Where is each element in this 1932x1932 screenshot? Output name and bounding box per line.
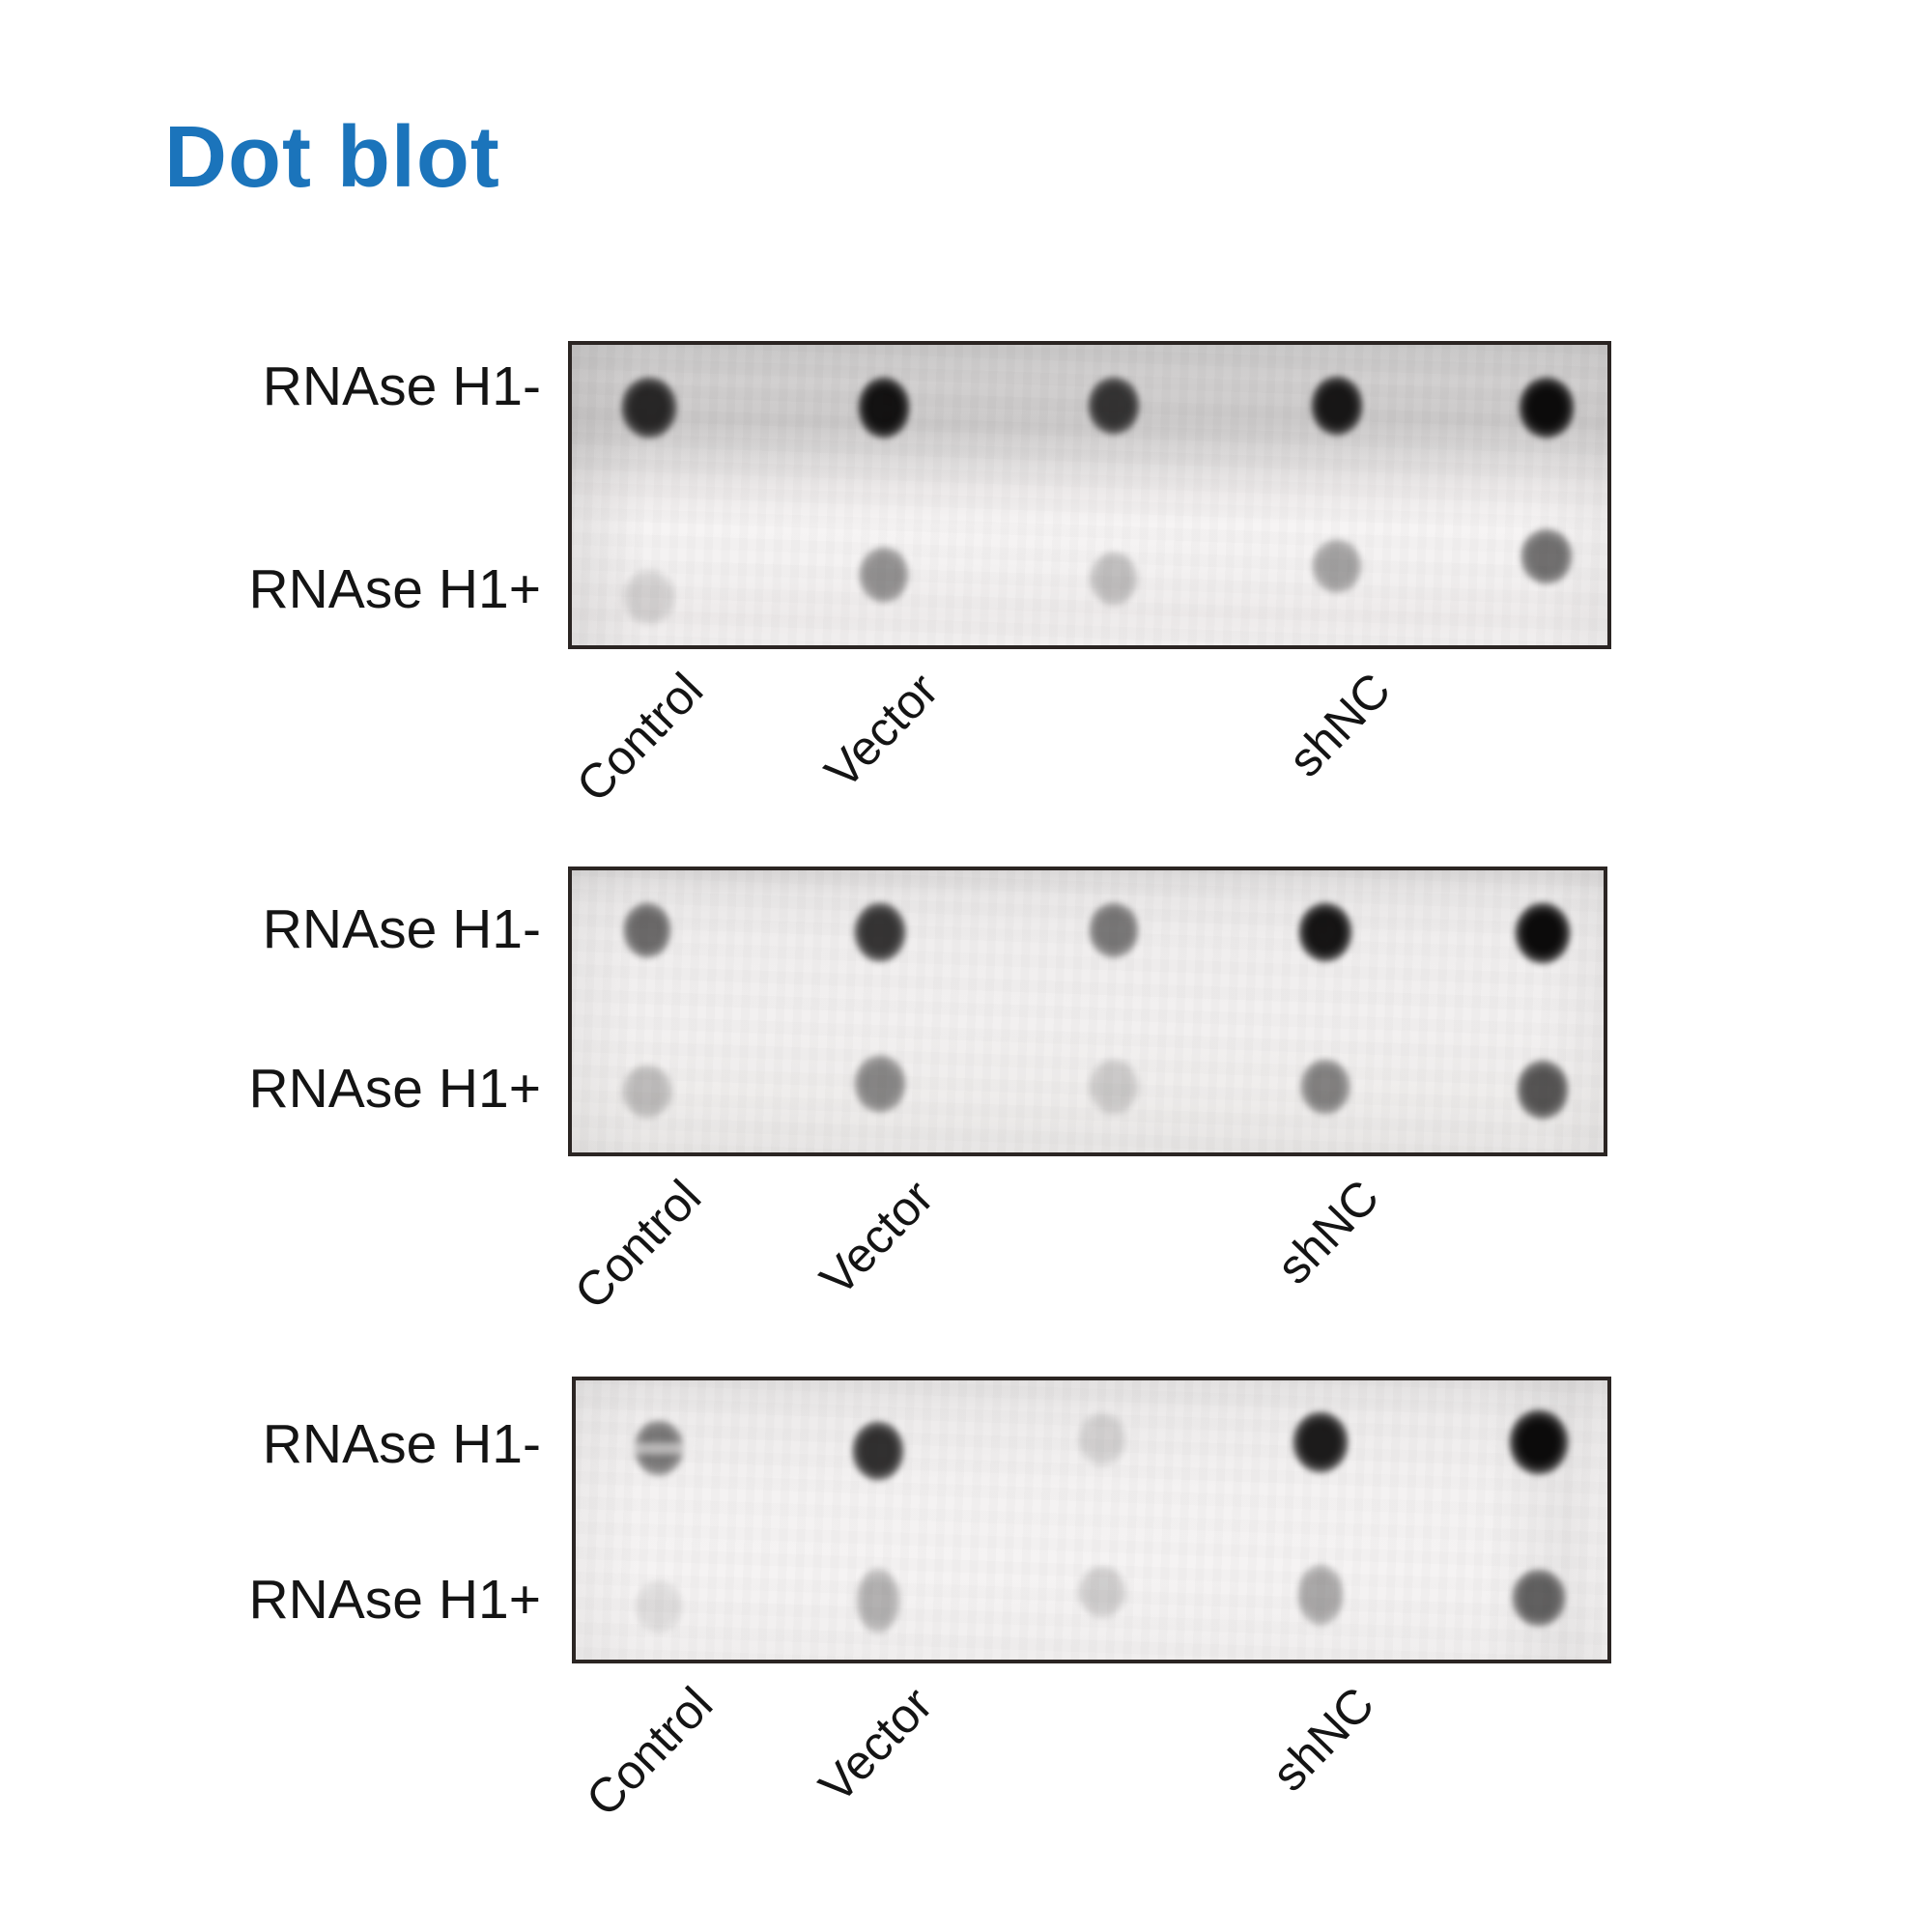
blot-dot-panel1-row1-col4 <box>1309 374 1364 437</box>
column-label-shnc-panel1: shNC <box>1277 662 1402 787</box>
column-label-control-panel1: Control <box>566 662 714 812</box>
blot-membrane-2 <box>568 867 1607 1156</box>
blot-dot-panel3-row2-col2 <box>855 1566 902 1634</box>
blot-dot-panel3-row1-col1 <box>625 1419 694 1478</box>
blot-dot-panel3-row1-col4 <box>1291 1410 1350 1475</box>
blot-dot-panel2-row1-col5 <box>1514 901 1573 965</box>
column-label-vector-panel1: Vector <box>813 662 949 799</box>
row-label-rnase-h1-plus-panel2: RNAse H1+ <box>248 1058 541 1120</box>
blot-dot-panel3-row1-col5 <box>1507 1408 1570 1477</box>
column-label-shnc-panel3: shNC <box>1261 1676 1384 1802</box>
blot-dot-panel2-row2-col1 <box>620 1063 673 1120</box>
blot-dot-panel2-row1-col2 <box>852 900 907 963</box>
blot-dot-panel2-row1-col4 <box>1297 900 1354 963</box>
row-label-rnase-h1-minus-panel3: RNAse H1- <box>262 1413 541 1476</box>
blot-dot-panel1-row2-col2 <box>858 546 911 605</box>
blot-dot-panel1-row1-col3 <box>1086 375 1141 436</box>
blot-dot-panel1-row1-col5 <box>1518 375 1577 440</box>
column-label-vector-panel3: Vector <box>808 1676 943 1813</box>
blot-dot-panel1-row2-col3 <box>1088 550 1139 607</box>
row-label-rnase-h1-minus-panel2: RNAse H1- <box>262 898 541 960</box>
blot-dot-panel3-row1-col2 <box>851 1420 906 1483</box>
blot-membrane-3 <box>572 1377 1611 1663</box>
column-label-vector-panel2: Vector <box>810 1169 944 1306</box>
dot-light-streak <box>625 1419 694 1478</box>
blot-dot-panel2-row1-col1 <box>621 901 672 959</box>
blot-dot-panel3-row2-col1 <box>634 1578 685 1634</box>
blot-dot-panel1-row1-col1 <box>620 375 679 440</box>
blot-dot-panel2-row2-col4 <box>1299 1058 1352 1116</box>
row-label-rnase-h1-plus-panel3: RNAse H1+ <box>248 1568 541 1631</box>
blot-dot-panel1-row2-col1 <box>622 567 677 626</box>
blot-dot-panel2-row1-col3 <box>1087 901 1140 959</box>
column-label-shnc-panel2: shNC <box>1266 1169 1390 1294</box>
blot-dot-panel2-row2-col5 <box>1516 1059 1571 1121</box>
column-label-control-panel2: Control <box>563 1169 711 1320</box>
blot-membrane-1 <box>568 341 1611 649</box>
blot-dot-panel1-row2-col5 <box>1520 527 1575 586</box>
row-label-rnase-h1-minus-panel1: RNAse H1- <box>262 355 541 417</box>
column-label-control-panel3: Control <box>576 1676 724 1827</box>
blot-dot-panel3-row2-col3 <box>1076 1564 1127 1619</box>
blot-dot-panel3-row2-col5 <box>1510 1567 1567 1628</box>
blot-dot-panel3-row2-col4 <box>1295 1562 1345 1627</box>
blot-dot-panel1-row1-col2 <box>857 375 912 440</box>
blot-dot-panel1-row2-col4 <box>1310 537 1363 594</box>
blot-dot-panel3-row1-col3 <box>1076 1411 1127 1468</box>
blot-dot-panel2-row2-col3 <box>1087 1058 1140 1116</box>
blot-dot-panel2-row2-col2 <box>852 1054 907 1114</box>
figure-title: Dot blot <box>164 109 500 206</box>
row-label-rnase-h1-plus-panel1: RNAse H1+ <box>248 558 541 621</box>
